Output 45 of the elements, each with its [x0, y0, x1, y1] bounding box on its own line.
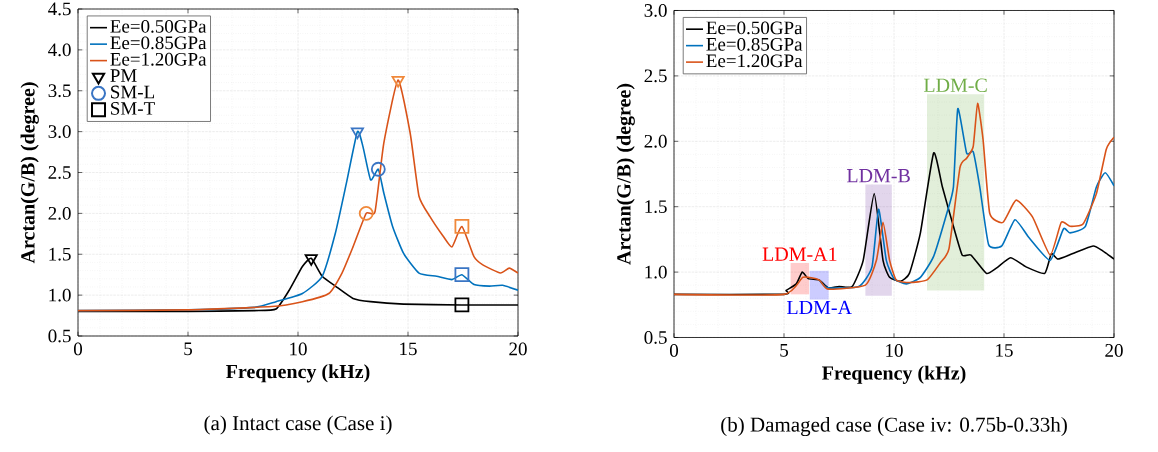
legend-label: Ee=0.85GPa: [706, 37, 803, 51]
y-tick-label: 2.5: [644, 69, 667, 83]
legend-label: Ee=0.50GPa: [706, 21, 803, 35]
y-tick-label: 4.0: [48, 43, 71, 57]
legend-label: SM-T: [111, 102, 155, 115]
y-tick-label: 3.5: [48, 84, 71, 98]
x-tick-label: 10: [290, 342, 307, 356]
band-label: LDM-B: [846, 169, 910, 183]
x-tick-label: 5: [184, 342, 193, 356]
x-tick-label: 15: [996, 344, 1013, 357]
x-tick-label: 0: [73, 342, 83, 356]
band-label: LDM-A1: [762, 247, 837, 261]
legend-label: Ee=1.20GPa: [706, 54, 803, 68]
legend-label: Ee=0.50GPa: [110, 19, 207, 33]
y-tick-label: 0.5: [48, 329, 71, 343]
x-axis-title: Frequency (kHz): [822, 365, 966, 384]
y-axis-title: Arctan(G/B) (degree): [616, 83, 635, 265]
x-tick-label: 20: [1105, 344, 1123, 357]
y-tick-label: 1.0: [645, 265, 667, 279]
x-tick-label: 10: [886, 344, 903, 357]
y-tick-label: 4.5: [48, 2, 71, 16]
text: (b) Damaged case (Case iv: 0.75b-0.33h): [721, 416, 1067, 437]
y-tick-label: 1.5: [49, 247, 71, 261]
band-label: LDM-C: [923, 78, 987, 93]
y-tick-label: 2.5: [48, 166, 71, 179]
x-tick-label: 5: [780, 344, 789, 357]
y-tick-label: 2.0: [644, 134, 667, 148]
line-series: [674, 102, 1115, 296]
y-tick-label: 1.5: [645, 200, 667, 214]
y-tick-label: 0.5: [644, 331, 667, 344]
y-tick-label: 2.0: [48, 206, 71, 220]
x-tick-label: 0: [669, 344, 679, 357]
legend-label: PM: [110, 69, 137, 82]
text: (a) Intact case (Case i): [204, 415, 392, 435]
legend-label: Ee=0.85GPa: [110, 36, 207, 50]
x-tick-label: 15: [400, 342, 417, 356]
x-tick-label: 20: [509, 342, 527, 356]
y-tick-label: 3.0: [48, 125, 71, 139]
legend-label: SM-L: [111, 85, 155, 99]
y-axis-title: Arctan(G/B) (degree): [20, 82, 39, 264]
legend-label: Ee=1.20GPa: [110, 52, 207, 66]
band-label: LDM-A: [787, 300, 852, 315]
y-tick-label: 3.0: [644, 4, 667, 17]
y-tick-label: 1.0: [49, 288, 71, 302]
x-axis-title: Frequency (kHz): [226, 364, 370, 383]
